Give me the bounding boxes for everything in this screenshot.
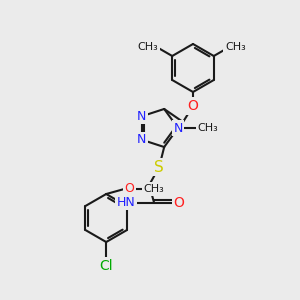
Text: O: O [124,182,134,194]
Text: HN: HN [117,196,136,208]
Text: O: O [188,99,198,113]
Text: N: N [173,122,183,134]
Text: CH₃: CH₃ [144,184,165,194]
Text: N: N [137,110,146,123]
Text: O: O [174,196,184,210]
Text: N: N [137,133,146,146]
Text: CH₃: CH₃ [137,42,158,52]
Text: CH₃: CH₃ [225,42,246,52]
Text: Cl: Cl [99,259,113,273]
Text: S: S [154,160,164,175]
Text: CH₃: CH₃ [198,123,218,133]
